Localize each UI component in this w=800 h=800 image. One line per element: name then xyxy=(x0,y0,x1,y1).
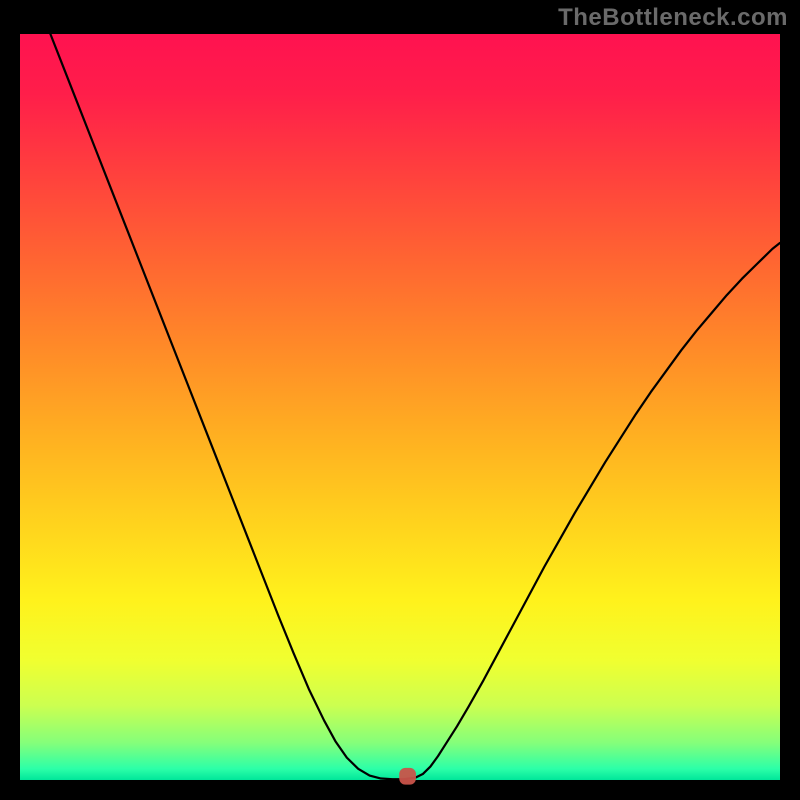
chart-container: TheBottleneck.com xyxy=(0,0,800,800)
chart-svg xyxy=(0,0,800,800)
minimum-marker xyxy=(399,768,416,785)
watermark-text: TheBottleneck.com xyxy=(558,4,788,32)
plot-background xyxy=(20,34,780,780)
